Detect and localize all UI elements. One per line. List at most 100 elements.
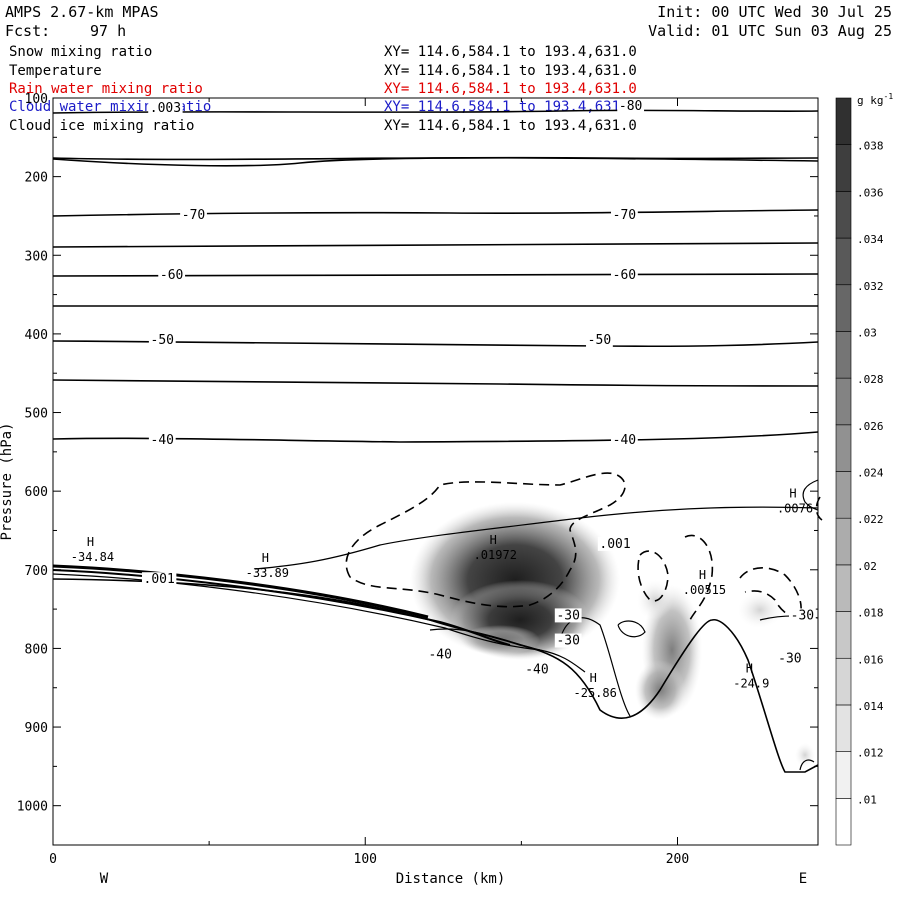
isotherm-line — [52, 209, 819, 217]
contour-value-label: -40 — [525, 663, 548, 678]
x-tick-label: 0 — [49, 852, 57, 867]
colorbar-unit-exponent: -1 — [884, 92, 894, 101]
isotherm-line — [52, 109, 819, 114]
isotherm-label: -70 — [182, 208, 205, 223]
extremum-value: -33.89 — [246, 566, 289, 580]
contour-value-label-bg — [426, 647, 454, 662]
shade-light-southeast — [795, 743, 815, 767]
isotherm-line — [52, 304, 819, 307]
colorbar-label: .028 — [857, 373, 884, 386]
colorbar-label: .01 — [857, 793, 877, 806]
legend-xy: XY= 114.6,584.1 to 193.4,631.0 — [384, 44, 637, 60]
axes: 100 200 300 400 500 600 700 800 900 1000 0 100 200 Di… — [0, 92, 818, 887]
legend-name: Temperature — [9, 63, 102, 79]
isotherm-label: -60 — [613, 268, 636, 283]
extremum-marker: H — [87, 535, 94, 549]
contour-value-label-bg — [554, 633, 582, 648]
extremum-marker: H — [262, 551, 269, 565]
low-level-contours — [52, 479, 819, 773]
valid-time: Valid: 01 UTC Sun 03 Aug 25 — [648, 22, 892, 40]
extremum-marker: H — [490, 533, 497, 547]
contour-value-label: .001 — [144, 572, 175, 587]
isotherm-label-bg — [617, 98, 645, 113]
isotherm-label: -40 — [151, 433, 174, 448]
isotherm-label: -50 — [588, 333, 611, 348]
colorbar-label: .02 — [857, 560, 877, 573]
colorbar-swatch — [835, 144, 852, 192]
temp-line — [617, 620, 646, 638]
extremum-value: .01972 — [474, 548, 517, 562]
isotherm-line — [52, 157, 819, 167]
east-label: E — [799, 871, 807, 887]
temp-line — [52, 573, 541, 651]
colorbar-label: .018 — [857, 607, 884, 620]
isotherm-label-bg — [611, 433, 638, 448]
isotherm-label-bg — [611, 208, 638, 223]
colorbar-swatch — [835, 331, 852, 379]
temp-line — [799, 759, 815, 771]
dashed-contour — [345, 472, 626, 608]
extremum-value: -34.84 — [71, 550, 114, 564]
legend-name: Snow mixing ratio — [9, 44, 153, 60]
contour-value-label-bg — [148, 101, 183, 116]
isotherm-label: -60 — [160, 268, 183, 283]
colorbar-swatch — [835, 424, 852, 472]
colorbar-label: .022 — [857, 513, 884, 526]
colorbar-label: .032 — [857, 280, 884, 293]
colorbar-swatch — [835, 751, 852, 799]
isotherm-label: -70 — [613, 208, 636, 223]
colorbar-swatch — [835, 704, 852, 752]
forecast-label: Fcst: — [5, 22, 51, 40]
colorbar-unit: g kg-1 — [857, 92, 893, 107]
colorbar-swatch — [835, 97, 852, 145]
colorbar-label: .024 — [857, 467, 884, 480]
colorbar-swatch — [835, 237, 852, 286]
colorbar-label: .038 — [857, 140, 884, 153]
temp-line — [52, 564, 429, 619]
colorbar-label: .014 — [857, 700, 884, 713]
isotherm-label-bg — [554, 608, 582, 623]
colorbar-swatch — [835, 284, 852, 332]
colorbar-swatch — [835, 798, 852, 846]
contour-value-label-bg — [597, 536, 633, 551]
colorbar-swatch — [835, 471, 852, 519]
isotherm-label: -30 — [791, 608, 814, 623]
y-tick-label: 800 — [25, 642, 48, 657]
x-tick-label: 100 — [354, 852, 377, 867]
isotherm-label: -50 — [151, 333, 174, 348]
isotherm-label-bg — [788, 608, 816, 623]
isotherm-label-bg — [148, 333, 176, 348]
y-tick-label: 400 — [25, 328, 48, 343]
colorbar-label: .036 — [857, 186, 884, 199]
extremum-value: -24.9 — [733, 677, 769, 691]
init-time: Init: 00 UTC Wed 30 Jul 25 — [657, 3, 892, 21]
model-title: AMPS 2.67-km MPAS — [5, 3, 159, 21]
legend-xy: XY= 114.6,584.1 to 193.4,631.0 — [384, 81, 637, 97]
isotherm-label: -80 — [619, 99, 642, 114]
contour-value-label: .003 — [150, 101, 181, 116]
colorbar-swatch — [835, 611, 852, 659]
colorbar: .01 .012 .014 .016 .018 .02 .022 .024 .026 .028 .0… — [835, 92, 893, 846]
colorbar-label: .03 — [857, 326, 877, 339]
y-tick-label: 1000 — [17, 800, 48, 815]
contour-value-label: -30 — [778, 652, 801, 667]
y-tick-label: 100 — [25, 92, 48, 107]
isotherm-label-bg — [148, 433, 176, 448]
colorbar-swatch — [835, 377, 852, 426]
isotherm-line — [52, 379, 819, 387]
colorbar-label: .016 — [857, 653, 884, 666]
extremum-value: .0076 — [777, 501, 813, 515]
y-tick-label: 200 — [25, 171, 48, 186]
contour-value-label-bg — [776, 651, 804, 666]
forecast-value: 97 h — [90, 22, 127, 40]
isotherm-line — [52, 242, 819, 248]
shade-light-valley — [637, 580, 673, 620]
dashed-contour — [637, 550, 669, 602]
extremum-value: .00515 — [683, 583, 726, 597]
legend-name: Cloud ice mixing ratio — [9, 118, 195, 134]
isotherm-label-bg — [586, 333, 613, 348]
isotherm-label-bg — [611, 267, 638, 282]
contour-value-label: -30 — [556, 634, 579, 649]
temp-line — [429, 628, 586, 673]
